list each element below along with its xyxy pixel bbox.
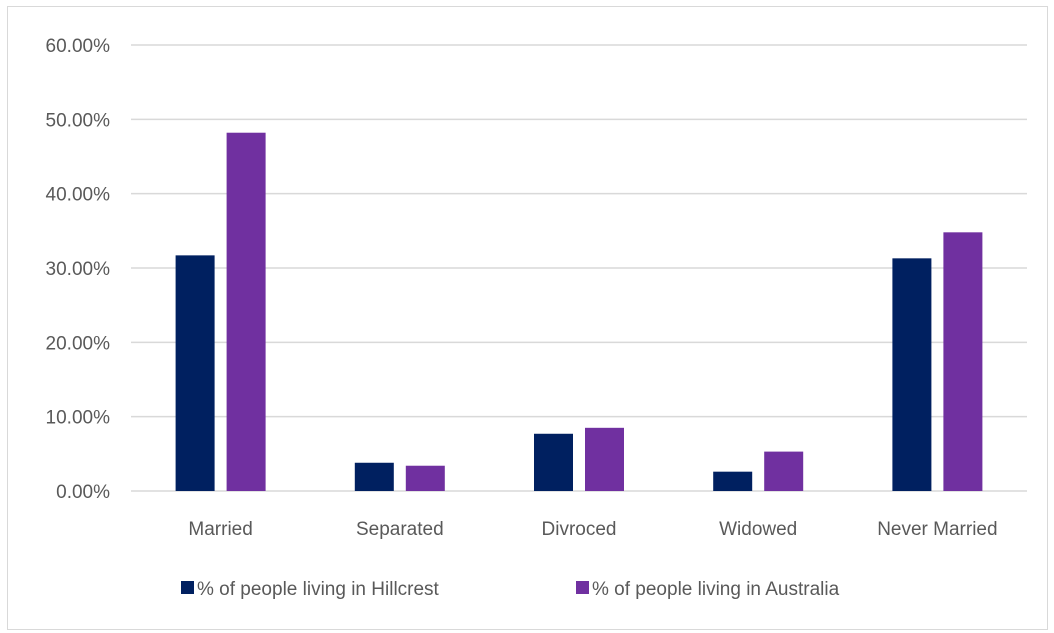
x-tick-label: Married	[188, 519, 252, 540]
y-tick-label: 50.00%	[46, 110, 111, 131]
y-tick-label: 30.00%	[46, 259, 111, 280]
legend-label-hillcrest: % of people living in Hillcrest	[197, 579, 440, 600]
y-tick-label: 40.00%	[46, 185, 111, 206]
bar-hillcrest-never-married	[892, 258, 932, 491]
bar-chart: 0.00% 10.00% 20.00% 30.00% 40.00% 50.00% 60.00…	[46, 36, 1027, 600]
bar-hillcrest-divroced	[534, 433, 573, 491]
x-tick-label: Divroced	[542, 519, 617, 540]
legend-label-australia: % of people living in Australia	[592, 579, 840, 600]
y-tick-label: 0.00%	[56, 482, 110, 503]
bar-australia-widowed	[764, 451, 804, 491]
y-tick-label: 60.00%	[46, 36, 111, 57]
x-tick-label: Never Married	[877, 519, 997, 540]
bar-australia-never-married	[943, 232, 983, 491]
bar-australia-divroced	[585, 427, 624, 491]
bar-hillcrest-widowed	[713, 471, 753, 491]
legend-swatch-australia	[576, 581, 589, 594]
chart-area: 0.00% 10.00% 20.00% 30.00% 40.00% 50.00% 60.00…	[7, 6, 1048, 630]
y-tick-label: 10.00%	[46, 408, 111, 429]
x-tick-label: Widowed	[719, 519, 797, 540]
legend-swatch-hillcrest	[181, 581, 194, 594]
bar-australia-married	[226, 132, 266, 492]
bar-hillcrest-married	[175, 255, 215, 491]
y-tick-label: 20.00%	[46, 333, 111, 354]
x-tick-label: Separated	[356, 519, 444, 540]
bar-australia-separated	[405, 465, 445, 491]
bar-hillcrest-separated	[354, 462, 394, 491]
